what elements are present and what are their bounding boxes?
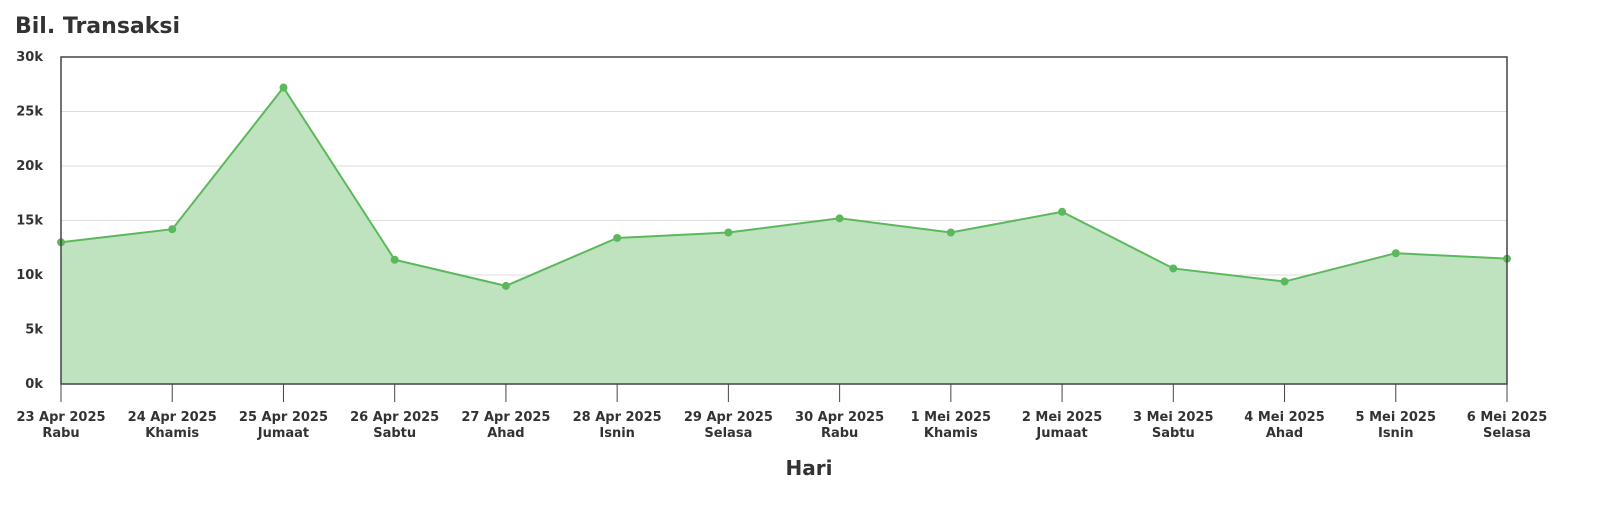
marker [835,214,844,223]
line [60,85,1508,287]
x-tick-label: 23 Apr 2025 [16,410,105,425]
x-tick-label: 28 Apr 2025 [573,410,662,425]
x-tick-sublabel: Ahad [487,426,524,441]
y-tick-label: 5k [25,323,43,338]
x-tick-sublabel: Ahad [1266,426,1303,441]
x-tick-label: 2 Mei 2025 [1022,410,1103,425]
marker [168,225,177,234]
x-tick-sublabel: Jumaat [1035,426,1087,441]
x-tick-sublabel: Sabtu [1152,426,1195,441]
marker [724,228,733,237]
x-tick-label: 24 Apr 2025 [128,410,217,425]
x-tick-sublabel: Sabtu [373,426,416,441]
x-tick-label: 1 Mei 2025 [911,410,992,425]
y-tick-label: 15k [16,214,43,229]
x-tick-sublabel: Rabu [821,426,858,441]
marker [501,281,510,290]
x-tick-label: 26 Apr 2025 [350,410,439,425]
plot-frame [60,56,1508,385]
x-tick-sublabel: Rabu [42,426,79,441]
y-tick-label: 30k [16,50,43,65]
x-tick-label: 4 Mei 2025 [1244,410,1325,425]
chart-title: Bil. Transaksi [15,14,180,39]
marker [1058,207,1067,216]
x-tick-sublabel: Isnin [1378,426,1414,441]
x-tick-sublabel: Jumaat [257,426,309,441]
marker [613,233,622,242]
marker [279,83,288,92]
y-tick-label: 20k [16,159,43,174]
y-tick-label: 10k [16,268,43,283]
x-tick-label: 6 Mei 2025 [1467,410,1548,425]
x-tick-label: 5 Mei 2025 [1356,410,1437,425]
marker [946,228,955,237]
marker [1391,249,1400,258]
x-tick-label: 25 Apr 2025 [239,410,328,425]
x-tick-sublabel: Selasa [1483,426,1531,441]
marker [1280,277,1289,286]
area [61,87,1507,385]
x-tick-sublabel: Isnin [599,426,635,441]
x-tick-sublabel: Selasa [704,426,752,441]
marker [390,255,399,264]
x-tick-label: 27 Apr 2025 [461,410,550,425]
x-tick-sublabel: Khamis [145,426,199,441]
y-tick-label: 0k [25,377,43,392]
marker [1169,264,1178,273]
x-tick-label: 29 Apr 2025 [684,410,773,425]
x-tick-label: 30 Apr 2025 [795,410,884,425]
y-tick-label: 25k [16,105,43,120]
x-tick-label: 3 Mei 2025 [1133,410,1214,425]
x-tick-sublabel: Khamis [924,426,978,441]
x-axis-label: Hari [786,456,833,480]
